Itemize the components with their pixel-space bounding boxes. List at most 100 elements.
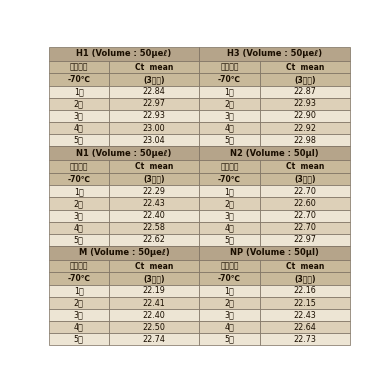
Bar [49, 309, 109, 321]
Bar [199, 110, 260, 122]
Text: 22.40: 22.40 [143, 211, 165, 220]
Text: 5회: 5회 [74, 235, 84, 244]
Bar [109, 321, 199, 333]
Bar [260, 185, 350, 197]
Bar [260, 222, 350, 234]
Text: 22.97: 22.97 [143, 99, 166, 108]
Text: 22.64: 22.64 [294, 323, 316, 332]
Bar [199, 234, 260, 246]
Bar [260, 333, 350, 345]
Text: 22.93: 22.93 [293, 99, 316, 108]
Text: 4회: 4회 [74, 123, 84, 133]
Bar [260, 173, 350, 185]
Bar [199, 285, 260, 297]
Bar [260, 161, 350, 173]
Text: 22.40: 22.40 [143, 311, 165, 320]
Text: 2회: 2회 [74, 99, 84, 108]
Text: -70℃: -70℃ [67, 175, 90, 184]
Text: 2회: 2회 [74, 199, 84, 208]
Bar [49, 122, 109, 134]
Bar [260, 134, 350, 146]
Bar [109, 197, 199, 210]
Bar [199, 260, 260, 272]
Text: 2회: 2회 [74, 298, 84, 308]
Text: Ct  mean: Ct mean [286, 262, 324, 271]
Bar [260, 73, 350, 86]
Text: (3반복): (3반복) [294, 274, 315, 283]
Bar [109, 73, 199, 86]
Bar [260, 272, 350, 285]
Bar [109, 222, 199, 234]
Text: 도관온도: 도관온도 [220, 262, 239, 271]
Text: 5회: 5회 [74, 136, 84, 145]
Bar [199, 146, 350, 161]
Text: 2회: 2회 [224, 298, 235, 308]
Text: 3회: 3회 [74, 311, 84, 320]
Bar [260, 210, 350, 222]
Bar [109, 210, 199, 222]
Text: 22.98: 22.98 [293, 136, 316, 145]
Bar [199, 61, 260, 73]
Text: 22.58: 22.58 [143, 223, 166, 232]
Bar [260, 321, 350, 333]
Bar [109, 86, 199, 98]
Text: 3회: 3회 [74, 111, 84, 120]
Text: 5회: 5회 [224, 235, 235, 244]
Text: (3반복): (3반복) [144, 175, 165, 184]
Bar [49, 333, 109, 345]
Bar [109, 260, 199, 272]
Text: 1회: 1회 [74, 286, 84, 296]
Bar [260, 98, 350, 110]
Bar [49, 197, 109, 210]
Bar [260, 285, 350, 297]
Bar [260, 309, 350, 321]
Bar [109, 272, 199, 285]
Bar [199, 161, 260, 173]
Text: 3회: 3회 [224, 311, 235, 320]
Bar [109, 161, 199, 173]
Bar [109, 173, 199, 185]
Bar [199, 197, 260, 210]
Text: 22.43: 22.43 [143, 199, 165, 208]
Bar [49, 272, 109, 285]
Text: 22.70: 22.70 [293, 211, 316, 220]
Text: 도관온도: 도관온도 [70, 62, 88, 72]
Text: 3회: 3회 [224, 111, 235, 120]
Bar [49, 173, 109, 185]
Text: H3 (Volume : 50μeℓ): H3 (Volume : 50μeℓ) [227, 49, 322, 58]
Text: 22.87: 22.87 [293, 87, 316, 96]
Bar [199, 173, 260, 185]
Text: 도관온도: 도관온도 [220, 162, 239, 171]
Bar [49, 185, 109, 197]
Bar [199, 222, 260, 234]
Bar [199, 47, 350, 61]
Text: 22.97: 22.97 [293, 235, 316, 244]
Text: 2회: 2회 [224, 99, 235, 108]
Text: 22.74: 22.74 [143, 335, 166, 344]
Bar [49, 321, 109, 333]
Bar [49, 134, 109, 146]
Text: 22.90: 22.90 [293, 111, 316, 120]
Bar [260, 86, 350, 98]
Text: 22.41: 22.41 [143, 298, 165, 308]
Bar [109, 134, 199, 146]
Bar [109, 309, 199, 321]
Bar [199, 309, 260, 321]
Text: 1회: 1회 [74, 87, 84, 96]
Bar [49, 161, 109, 173]
Bar [109, 297, 199, 309]
Text: 4회: 4회 [74, 323, 84, 332]
Text: 23.04: 23.04 [143, 136, 165, 145]
Text: 4회: 4회 [224, 323, 235, 332]
Text: N1 (Volume : 50μeℓ): N1 (Volume : 50μeℓ) [76, 149, 172, 158]
Text: 3회: 3회 [224, 211, 235, 220]
Text: 23.00: 23.00 [143, 123, 165, 133]
Text: 22.43: 22.43 [294, 311, 316, 320]
Text: Ct  mean: Ct mean [135, 62, 173, 72]
Bar [199, 122, 260, 134]
Text: 22.93: 22.93 [143, 111, 166, 120]
Text: 4회: 4회 [74, 223, 84, 232]
Bar [49, 86, 109, 98]
Bar [199, 272, 260, 285]
Text: Ct  mean: Ct mean [286, 162, 324, 171]
